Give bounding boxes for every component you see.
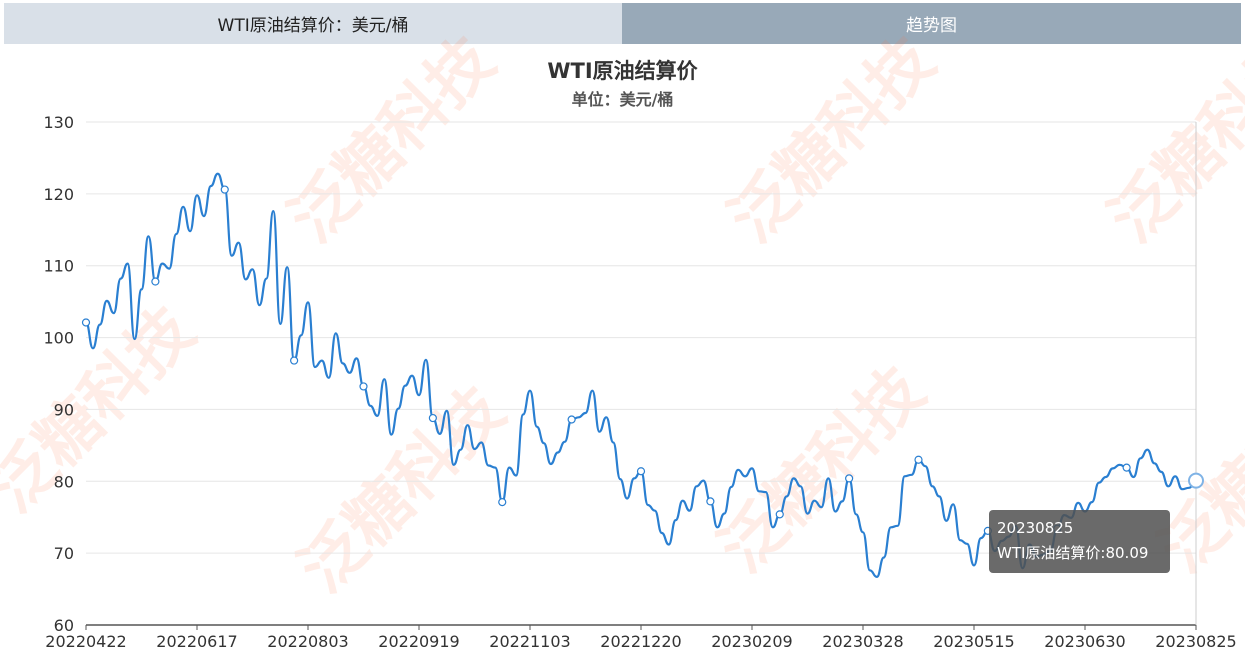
- x-tick-label: 20220617: [156, 632, 237, 651]
- data-point: [845, 474, 854, 483]
- data-point: [151, 277, 160, 286]
- x-tick-label: 20221220: [600, 632, 681, 651]
- x-tick-label: 20221103: [489, 632, 570, 651]
- y-tick-label: 100: [43, 329, 74, 348]
- data-point: [428, 413, 437, 423]
- data-point: [359, 382, 368, 391]
- x-tick-label: 20220803: [267, 632, 348, 651]
- tooltip-value: WTI原油结算价:80.09: [997, 544, 1149, 562]
- y-tick-label: 110: [43, 257, 74, 276]
- data-point: [498, 498, 507, 507]
- y-tick-label: 80: [54, 472, 74, 491]
- highlighted-point: [1188, 472, 1204, 489]
- y-tick-label: 130: [43, 113, 74, 132]
- y-tick-label: 60: [54, 616, 74, 635]
- data-point: [775, 510, 784, 519]
- chart-subtitle: 单位：美元/桶: [571, 90, 674, 109]
- header-tabs: WTI原油结算价：美元/桶 趋势图: [4, 3, 1241, 44]
- y-tick-label: 90: [54, 400, 74, 419]
- tooltip: 20230825 WTI原油结算价:80.09: [989, 510, 1170, 573]
- data-point: [290, 356, 299, 365]
- tab-trend-chart[interactable]: 趋势图: [622, 3, 1241, 44]
- data-point: [914, 455, 923, 464]
- data-point: [81, 318, 91, 327]
- tooltip-date: 20230825: [997, 519, 1074, 537]
- x-tick-label: 20230630: [1044, 632, 1125, 651]
- x-tick-label: 20230515: [933, 632, 1014, 651]
- tab-indicator-name[interactable]: WTI原油结算价：美元/桶: [4, 3, 622, 44]
- data-point: [220, 185, 229, 194]
- chart-title: WTI原油结算价: [547, 59, 698, 83]
- data-point: [567, 415, 576, 424]
- y-tick-label: 120: [43, 185, 74, 204]
- data-point: [1122, 463, 1131, 472]
- x-tick-label: 20230825: [1155, 632, 1236, 651]
- x-tick-label: 20220919: [378, 632, 459, 651]
- y-tick-label: 70: [54, 544, 74, 563]
- x-tick-label: 20230209: [711, 632, 792, 651]
- x-tick-label: 20220422: [45, 632, 126, 651]
- data-point: [706, 497, 715, 506]
- x-tick-label: 20230328: [822, 632, 903, 651]
- data-point: [636, 467, 646, 476]
